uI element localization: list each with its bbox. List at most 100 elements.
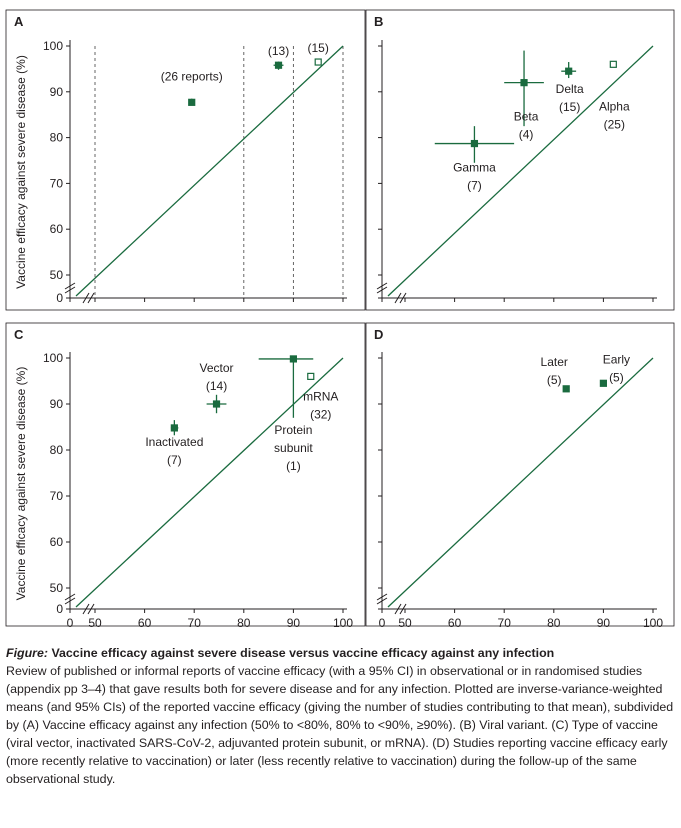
- y-tick-label: 80: [50, 443, 64, 457]
- y-tick-label: 100: [43, 351, 63, 365]
- point-count-label: (14): [206, 379, 227, 393]
- point-label: Inactivated: [145, 435, 203, 449]
- x-tick-label: 70: [188, 616, 202, 630]
- panel-a: A 0 50 60 70 80 90 100 Vaccine efficacy against …: [5, 9, 366, 311]
- point-count-label: (15): [559, 100, 580, 114]
- y-axis-break: [376, 593, 388, 601]
- y-axis-break: [64, 286, 76, 294]
- caption-body: Review of published or informal reports …: [6, 664, 674, 786]
- x-tick-label: 50: [88, 616, 102, 630]
- data-point: [289, 355, 297, 363]
- data-point: [609, 60, 617, 68]
- y-tick-label: 50: [50, 581, 64, 595]
- y-axis-break: [64, 593, 76, 601]
- y-tick-label: 90: [50, 85, 64, 99]
- x-tick-label: 100: [643, 616, 663, 630]
- identity-line: [75, 357, 344, 608]
- x-axis-break: [394, 292, 402, 304]
- x-tick-label: 50: [398, 616, 412, 630]
- caption-title: Figure: Vaccine efficacy against severe …: [6, 644, 674, 662]
- point-count-label: (7): [167, 453, 182, 467]
- x-tick-label: 60: [448, 616, 462, 630]
- y-tick-label: 60: [50, 535, 64, 549]
- point-count-label: (7): [467, 179, 482, 193]
- point-count-label: (5): [609, 370, 624, 384]
- y-tick-label: 0: [56, 602, 63, 616]
- data-point: [307, 372, 315, 380]
- y-tick-label: 80: [50, 131, 64, 145]
- panel-frame: [365, 9, 675, 311]
- data-point: [212, 400, 221, 408]
- panel-c: C 0 50 60 70 80 90 100 0 50 60 70 80 90 100 Vaccine eff…: [5, 322, 366, 630]
- point-label: (15): [308, 41, 329, 55]
- point-label: Beta: [514, 110, 539, 124]
- point-count-label: (25): [604, 117, 625, 131]
- data-point: [565, 67, 573, 75]
- point-label: Delta: [556, 82, 584, 96]
- panel-b: B Gamma (7) Beta (4) Delta (15) Alpha (25): [365, 9, 675, 311]
- y-tick-label: 50: [50, 268, 64, 282]
- x-axis-break: [82, 292, 90, 304]
- y-axis-title: Vaccine efficacy against severe disease …: [14, 55, 28, 289]
- data-point: [314, 58, 322, 66]
- data-point: [170, 424, 178, 432]
- panel-letter: B: [374, 14, 383, 29]
- x-tick-label: 100: [333, 616, 353, 630]
- y-axis-break: [64, 282, 76, 290]
- y-tick-label: 0: [56, 291, 63, 305]
- x-axis-break: [87, 603, 95, 615]
- data-point: [188, 98, 196, 106]
- x-tick-label: 0: [67, 616, 74, 630]
- x-tick-label: 60: [138, 616, 152, 630]
- point-label: Early: [603, 352, 630, 366]
- point-label: mRNA: [303, 389, 338, 403]
- point-label: subunit: [274, 441, 313, 455]
- x-tick-label: 90: [597, 616, 611, 630]
- data-point: [599, 379, 608, 387]
- data-point: [274, 61, 283, 69]
- figure-caption: Figure: Vaccine efficacy against severe …: [6, 644, 674, 788]
- data-point: [562, 385, 570, 393]
- caption-title-text: Vaccine efficacy against severe disease …: [48, 646, 555, 660]
- y-tick-label: 100: [43, 39, 63, 53]
- panel-letter: A: [14, 14, 24, 29]
- x-tick-label: 0: [379, 616, 386, 630]
- x-tick-label: 80: [237, 616, 251, 630]
- point-count-label: (5): [547, 373, 562, 387]
- x-axis-break: [399, 292, 407, 304]
- y-tick-label: 70: [50, 489, 64, 503]
- y-axis-break: [376, 282, 388, 290]
- identity-line: [387, 45, 654, 297]
- point-label: Protein: [274, 423, 312, 437]
- x-tick-label: 90: [287, 616, 301, 630]
- point-label: (26 reports): [161, 69, 223, 83]
- point-count-label: (1): [286, 459, 301, 473]
- figure-panels: A 0 50 60 70 80 90 100 Vaccine efficacy against …: [5, 9, 675, 630]
- y-axis-break: [64, 597, 76, 605]
- panel-frame: [365, 322, 675, 627]
- y-axis-break: [376, 597, 388, 605]
- panel-frame: [5, 322, 366, 627]
- data-point: [520, 79, 528, 87]
- caption-title-lead: Figure:: [6, 646, 48, 660]
- x-axis-break: [82, 603, 90, 615]
- x-tick-label: 80: [547, 616, 561, 630]
- y-axis-title: Vaccine efficacy against severe disease …: [14, 367, 28, 601]
- panel-letter: D: [374, 327, 383, 342]
- panel-frame: [5, 9, 366, 311]
- x-axis-break: [87, 292, 95, 304]
- y-tick-label: 90: [50, 397, 64, 411]
- identity-line: [387, 357, 654, 608]
- identity-line: [75, 45, 344, 297]
- y-tick-label: 60: [50, 222, 64, 236]
- x-axis-break: [394, 603, 402, 615]
- x-axis-break: [399, 603, 407, 615]
- panel-d: D05060708090100Vaccine efficacy against …: [365, 322, 675, 630]
- point-label: Gamma: [453, 161, 496, 175]
- panel-letter: C: [14, 327, 24, 342]
- point-label: (13): [268, 44, 289, 58]
- x-tick-label: 70: [498, 616, 512, 630]
- point-label: Later: [541, 355, 568, 369]
- point-count-label: (4): [519, 128, 534, 142]
- point-label: Alpha: [599, 99, 630, 113]
